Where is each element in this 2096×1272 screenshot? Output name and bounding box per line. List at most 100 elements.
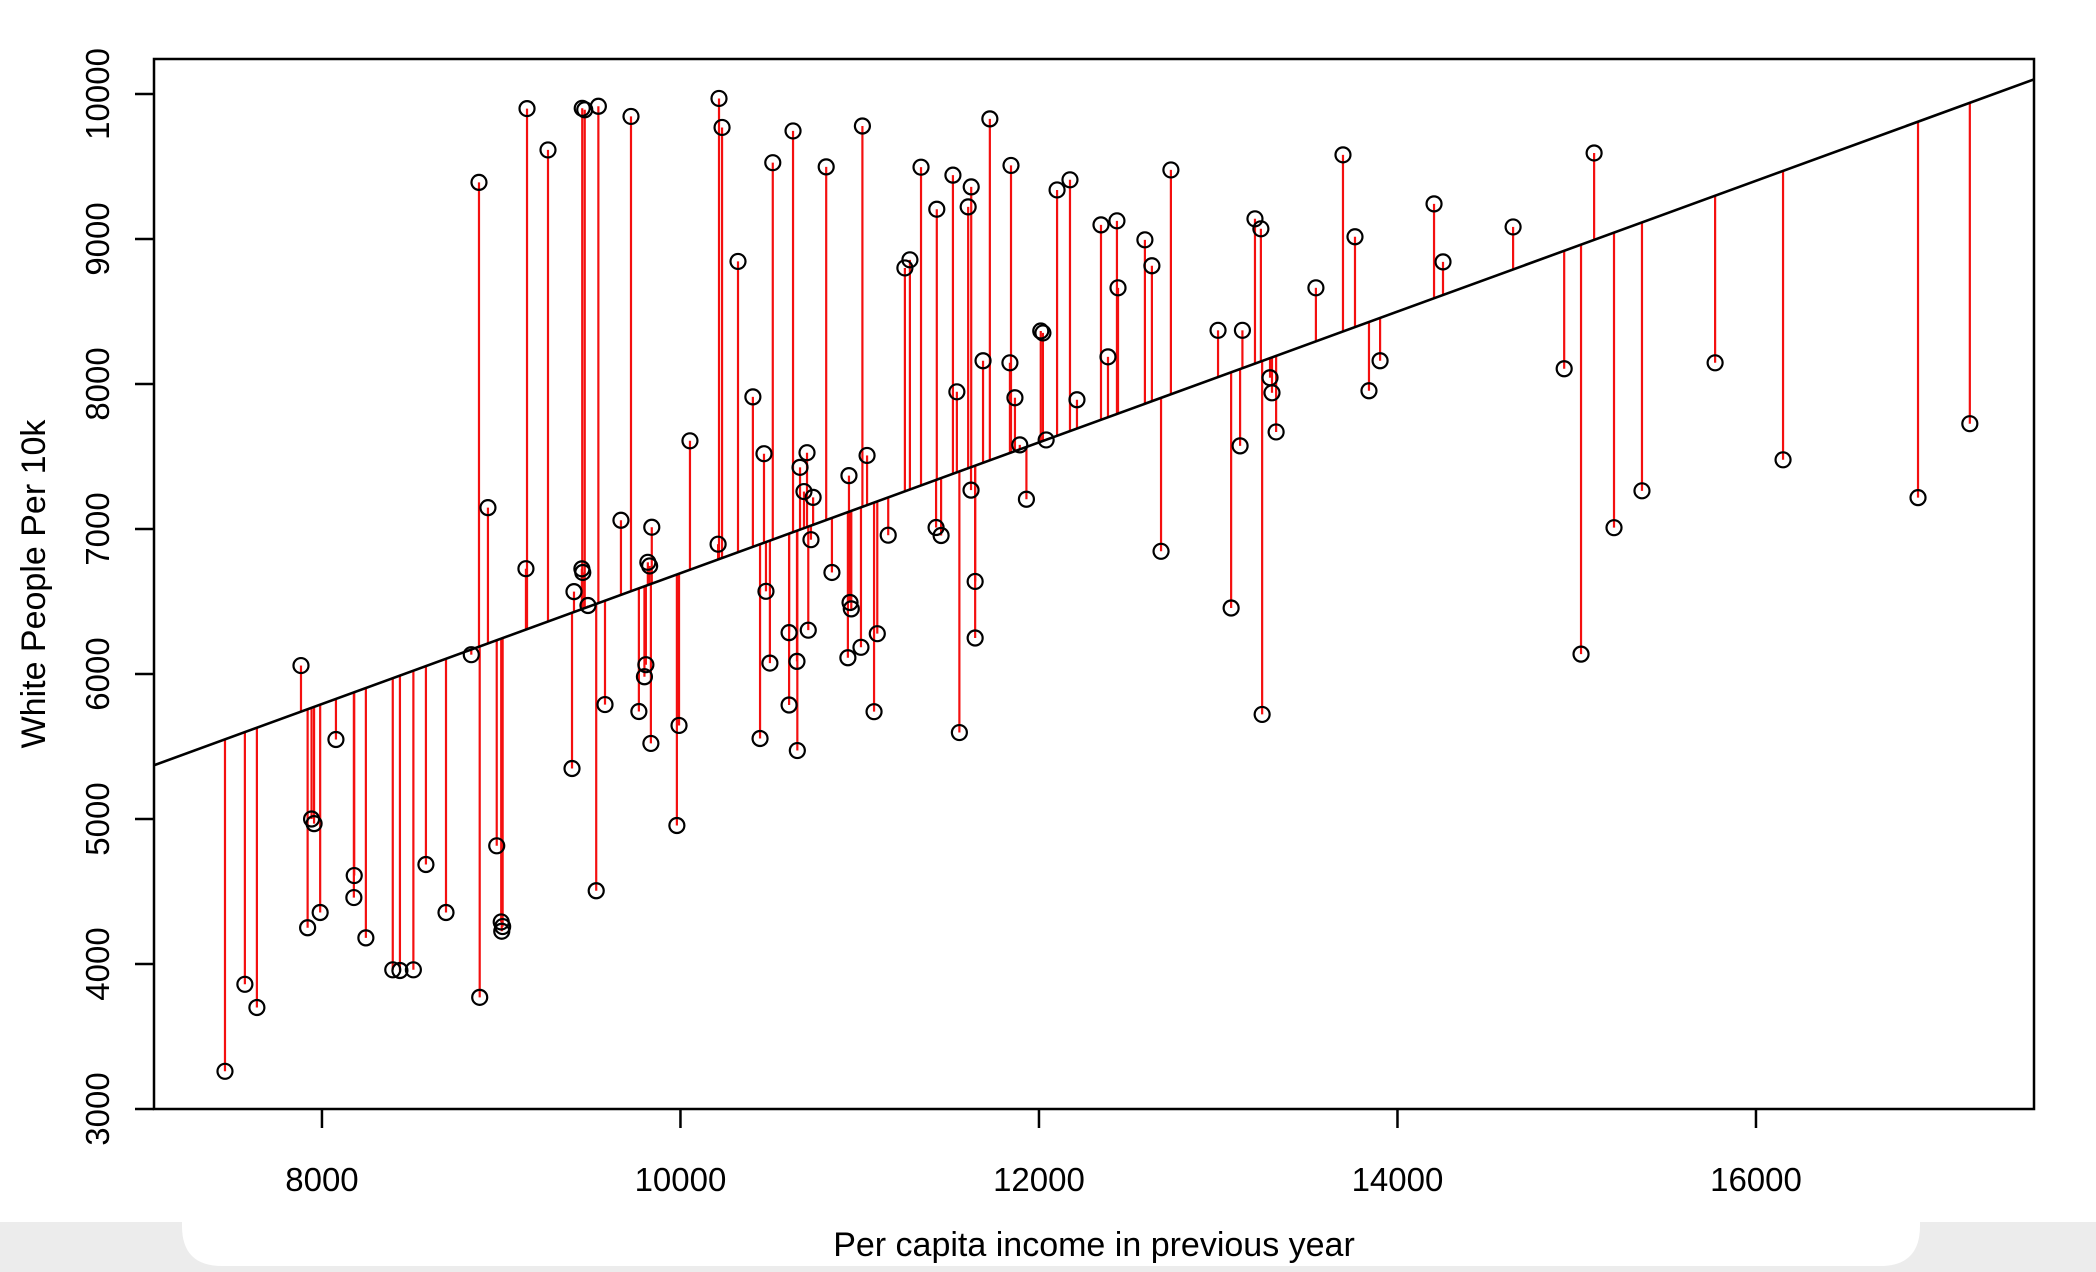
data-point [1092,216,1110,234]
x-tick-label: 12000 [993,1161,1085,1198]
x-axis-title: Per capita income in previous year [833,1226,1355,1264]
data-point [579,596,597,615]
data-point [563,759,581,778]
data-point [642,734,660,753]
data-point [868,625,886,643]
data-point [236,975,254,993]
data-point [853,117,872,135]
data-point [345,866,363,885]
data-point [798,444,816,462]
data-point [1263,384,1281,402]
data-point [1307,279,1325,297]
data-point [761,654,779,672]
data-point [1434,253,1452,271]
data-point [1109,279,1127,297]
data-point [1360,382,1378,400]
data-point [1108,212,1126,230]
data-point [635,668,654,686]
data-point [471,988,489,1006]
data-point [966,572,984,591]
data-point [966,629,984,647]
data-point [357,929,375,947]
data-point [384,961,402,979]
data-point [879,526,897,544]
data-point [981,110,999,128]
plot-box [152,57,2036,1111]
data-point [962,178,980,196]
data-point [780,696,798,714]
data-point [637,656,655,674]
y-axis: 3000 4000 5000 6000 7000 8000 9000 10000 [79,48,154,1146]
data-point [710,89,728,108]
data-point [780,624,798,642]
data-point [345,888,363,907]
data-point [1346,228,1364,246]
data-point [539,141,557,159]
data-point [962,481,980,499]
data-point [1706,354,1724,372]
x-axis: 8000 10000 12000 14000 16000 [285,1109,1802,1198]
data-point [589,97,607,115]
data-point [596,695,614,714]
data-point [1233,321,1252,339]
data-point [950,723,968,742]
data-point [1504,218,1522,236]
data-point [1068,391,1086,409]
data-point [1555,360,1573,378]
data-point [1633,482,1651,500]
data-point [292,656,310,675]
data-point [1048,181,1066,199]
x-tick-label: 10000 [635,1161,727,1198]
data-point [248,998,266,1017]
data-point [1267,423,1285,441]
data-point [928,200,946,218]
data-point [517,560,535,578]
data-point [305,815,323,833]
data-point [1011,436,1029,454]
data-point [823,563,841,582]
data-point [1222,599,1240,617]
data-point [1006,389,1024,407]
data-point [1037,431,1055,449]
data-point [784,122,802,140]
data-point [1334,146,1352,164]
data-point [788,741,806,760]
x-tick-label: 8000 [285,1161,358,1198]
data-point [1253,705,1271,724]
data-point [437,903,455,922]
data-point [757,582,775,600]
data-point [932,526,950,545]
data-point [565,583,583,601]
data-point [470,173,488,192]
data-point [1001,354,1019,372]
data-point [404,961,422,979]
y-tick-label: 3000 [79,1072,116,1145]
data-point [462,646,480,664]
data-point [1605,519,1623,537]
data-point [804,488,822,506]
data-point [1034,324,1052,342]
data-point [643,518,661,536]
data-point [795,482,813,501]
data-point [791,458,809,476]
data-point [488,837,506,855]
data-point [1774,451,1792,469]
data-point [865,703,883,721]
y-tick-label: 5000 [79,782,116,855]
regression-line [153,78,2035,767]
data-point [959,198,977,216]
plot-card-bottom [182,1200,1920,1266]
x-tick-label: 16000 [1710,1161,1802,1198]
data-point [630,702,648,721]
y-axis-title: White People Per 10k [15,419,53,749]
data-point [858,446,876,465]
data-point [744,388,762,406]
data-point [709,535,727,553]
data-point [1252,220,1270,238]
residual-lines [223,98,1971,1072]
data-point [311,903,329,922]
data-point [1961,415,1979,433]
data-point [587,882,605,900]
data-point [479,499,497,517]
